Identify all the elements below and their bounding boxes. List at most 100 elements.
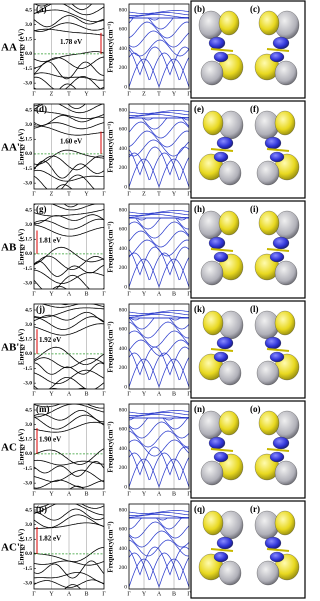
orbital-lobe (269, 551, 285, 563)
k-label: Y (84, 191, 89, 197)
orbital-lobe (274, 460, 298, 486)
k-label: Y (49, 491, 54, 497)
q-label: T (157, 91, 161, 97)
energy-tick-label: 4.5 (25, 507, 32, 513)
k-label: Γ (102, 91, 106, 97)
q-label: T (157, 191, 161, 197)
image-label: (o) (250, 404, 261, 414)
q-label: Γ (187, 191, 191, 197)
panel-label: (a) (36, 4, 47, 14)
orbital-lobe (200, 60, 224, 86)
bond (210, 48, 234, 52)
k-label: Γ (102, 491, 106, 497)
orbital-lobe (213, 51, 229, 63)
orbital-lobe (213, 451, 229, 463)
orbital-lobe (272, 36, 290, 50)
q-label: Y (142, 391, 147, 397)
gap-label: 1.78 eV (60, 38, 82, 46)
gap-label: 1.90 eV (39, 435, 61, 443)
energy-tick-label: -1.5 (23, 66, 32, 72)
orbital-lobe (218, 410, 240, 436)
orbital-lobe (216, 336, 234, 350)
frequency-tick-label: 400 (119, 546, 128, 552)
q-label: Γ (127, 91, 131, 97)
frequency-tick-label: 200 (119, 465, 128, 471)
k-label: Γ (32, 191, 36, 197)
conduction-band (34, 0, 104, 2)
q-label: Y (142, 591, 147, 597)
k-label: A (67, 591, 72, 597)
energy-tick-label: 3.0 (25, 422, 32, 428)
k-label: Y (49, 591, 54, 597)
frequency-tick-label: 600 (119, 527, 128, 533)
q-label: Z (142, 191, 146, 197)
k-label: T (67, 91, 71, 97)
energy-tick-label: 1.5 (25, 537, 32, 543)
energy-tick-label: 0.0 (25, 51, 32, 57)
k-label: Γ (102, 291, 106, 297)
bond (210, 248, 234, 252)
orbital-lobe (216, 536, 234, 550)
energy-tick-label: 1.5 (25, 37, 32, 43)
q-label: Γ (127, 191, 131, 197)
frequency-tick-label: 200 (119, 265, 128, 271)
frequency-tick-label: 800 (119, 507, 128, 513)
k-label: B (84, 491, 88, 497)
orbital-lobe (272, 436, 290, 450)
energy-tick-label: 0.0 (25, 451, 32, 457)
orbital-lobe (200, 260, 224, 286)
bond (266, 548, 290, 552)
phonon-frame (128, 203, 190, 290)
orbital-lobe (258, 10, 280, 36)
frequency-axis-title: Frequency(cm⁻¹) (107, 221, 115, 273)
energy-axis-title: Energy (eV) (18, 428, 26, 465)
frequency-tick-label: 0 (124, 84, 127, 90)
energy-tick-label: 4.5 (25, 207, 32, 213)
q-label: Γ (187, 291, 191, 297)
q-label: Γ (187, 591, 191, 597)
orbital-lobe (264, 136, 282, 150)
energy-axis-title: Energy (eV) (18, 128, 26, 165)
q-label: Γ (127, 291, 131, 297)
energy-tick-label: -3.0 (23, 580, 32, 586)
orbital-lobe (256, 360, 280, 386)
energy-tick-label: 4.5 (25, 407, 32, 413)
q-label: Y (142, 291, 147, 297)
energy-axis-title: Energy (eV) (18, 228, 26, 265)
orbital-lobe (216, 136, 234, 150)
frequency-tick-label: 0 (124, 584, 127, 590)
q-label: Γ (127, 591, 131, 597)
image-label: (e) (194, 104, 204, 114)
orbital-lobe (208, 36, 226, 50)
energy-tick-label: -3.0 (23, 180, 32, 186)
stacking-label: AB' (1, 342, 19, 354)
k-label: Z (50, 191, 54, 197)
q-label: Y (172, 191, 177, 197)
orbital-lobe (272, 236, 290, 250)
frequency-tick-label: 400 (119, 246, 128, 252)
orbital-lobe (269, 351, 285, 363)
band-frame (33, 103, 105, 190)
frequency-tick-label: 600 (119, 127, 128, 133)
energy-tick-label: 0.0 (25, 351, 32, 357)
k-label: Z (50, 91, 54, 97)
energy-axis-title: Energy (eV) (18, 28, 26, 65)
frequency-axis-title: Frequency(cm⁻¹) (107, 121, 115, 173)
k-label: Y (84, 91, 89, 97)
orbital-lobe (269, 51, 285, 63)
orbital-lobe (202, 310, 224, 336)
conduction-band (34, 404, 104, 409)
orbital-lobe (274, 110, 296, 136)
panel-label: (p) (36, 504, 47, 514)
q-label: Y (142, 491, 147, 497)
phonon-frame (128, 403, 190, 490)
bond (266, 148, 290, 152)
k-label: A (67, 391, 72, 397)
frequency-tick-label: 800 (119, 207, 128, 213)
energy-tick-label: -1.5 (23, 366, 32, 372)
q-label: A (157, 391, 162, 397)
energy-tick-label: 4.5 (25, 307, 32, 313)
orbital-lobe (274, 260, 298, 286)
frequency-tick-label: 200 (119, 165, 128, 171)
panel-label: (j) (36, 304, 45, 314)
